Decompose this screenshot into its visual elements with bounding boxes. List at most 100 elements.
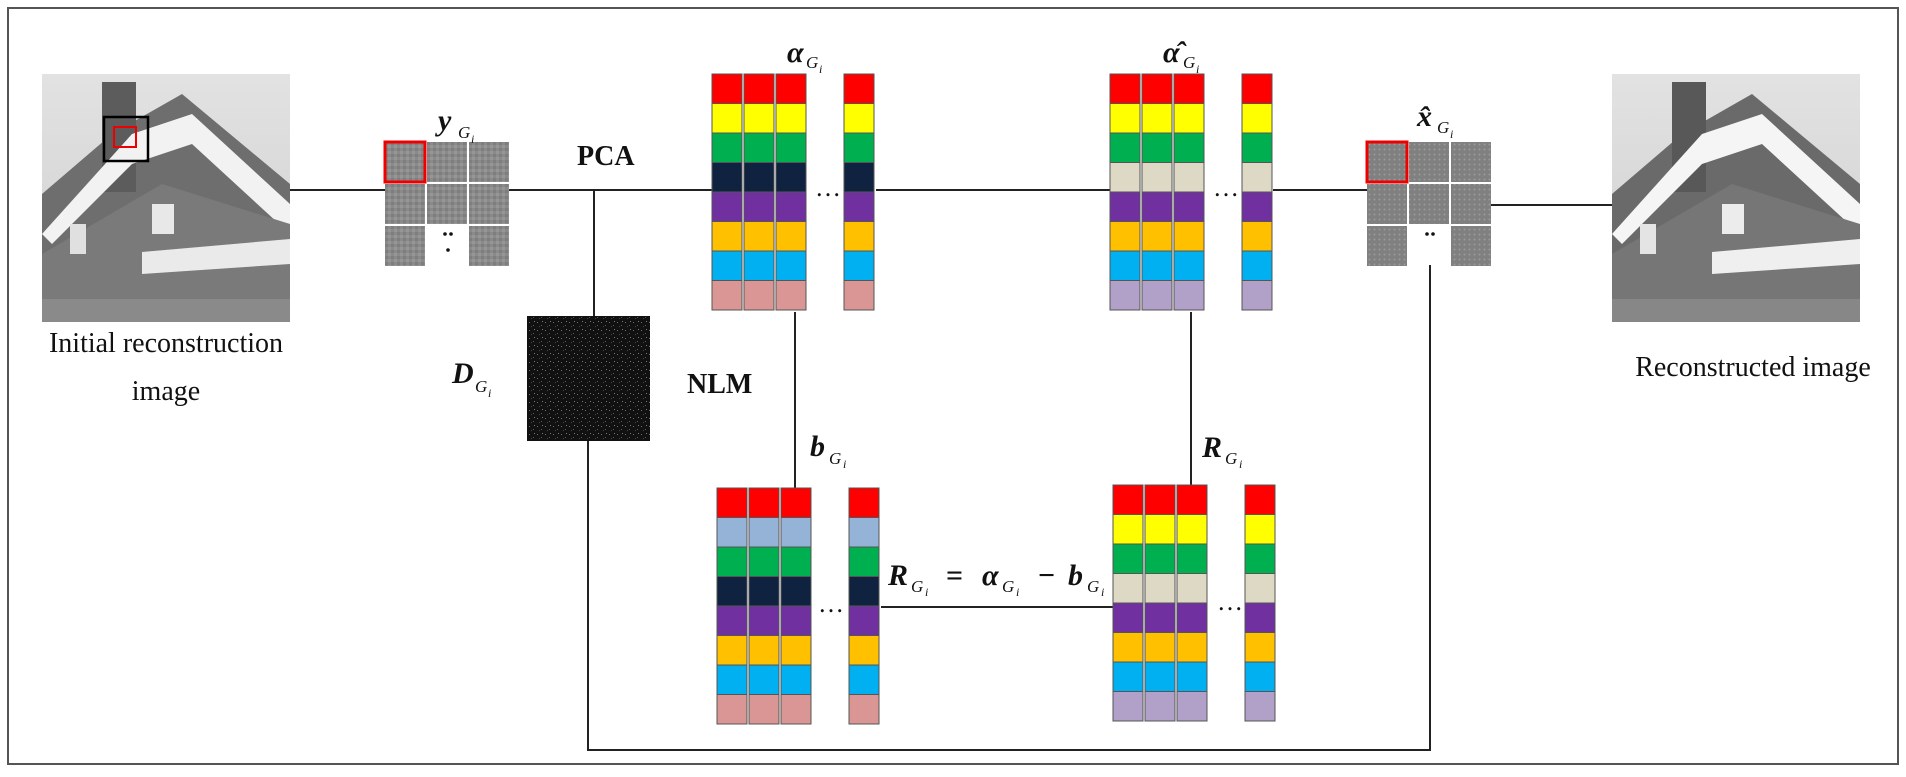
symbol-b-main: b — [810, 430, 825, 463]
reconstructed-image-label: Reconstructed image — [1635, 352, 1871, 383]
ellipsis-alpha: … — [815, 173, 841, 202]
b-coef-cell-purple — [748, 605, 780, 636]
R-coef-cell-lavender — [1244, 691, 1276, 722]
dictionary-D-image — [527, 316, 650, 441]
nlm-label: NLM — [687, 369, 752, 400]
coefficient-columns-R — [1112, 484, 1276, 722]
b-coef-cell-steel — [748, 517, 780, 548]
alpha-hat-coef-cell-beige — [1109, 162, 1141, 193]
equation-b-subsub: i — [1101, 585, 1104, 599]
R-coef-cell-yellow — [1144, 514, 1176, 545]
alpha-hat-coef-cell-beige — [1173, 162, 1205, 193]
equation-equals: = — [946, 559, 963, 592]
alpha-coef-cell-purple — [743, 191, 775, 222]
R-coef-cell-orange — [1244, 632, 1276, 663]
b-coef-cell-orange — [780, 635, 812, 666]
alpha-coef-cell-pink — [743, 280, 775, 311]
R-coef-cell-purple — [1112, 602, 1144, 633]
symbol-alpha-sub: G — [806, 53, 818, 72]
symbol-b-sub: G — [829, 449, 841, 468]
pca-label: PCA — [577, 141, 635, 172]
alpha-coef-cell-navy — [711, 162, 743, 193]
b-coef-cell-steel — [780, 517, 812, 548]
ellipsis-R: … — [1217, 587, 1243, 616]
R-coef-cell-lavender — [1144, 691, 1176, 722]
equation-R: R — [887, 559, 908, 592]
symbol-y-main: y — [435, 104, 452, 137]
R-coef-cell-yellow — [1112, 514, 1144, 545]
b-coef-cell-red — [848, 487, 880, 518]
equation-alpha-subsub: i — [1016, 585, 1019, 599]
alpha-coef-cell-yellow — [775, 103, 807, 134]
b-coef-cell-purple — [716, 605, 748, 636]
symbol-alpha-hat-sub: G — [1183, 53, 1195, 72]
R-coef-cell-green — [1112, 543, 1144, 574]
alpha-coef-cell-pink — [711, 280, 743, 311]
b-coef-cell-steel — [848, 517, 880, 548]
b-coef-cell-cyan — [748, 664, 780, 695]
symbol-R-main: R — [1201, 431, 1222, 464]
alpha-hat-coef-cell-yellow — [1173, 103, 1205, 134]
alpha-hat-coef-cell-orange — [1109, 221, 1141, 252]
symbol-x-hat-sub: G — [1437, 118, 1449, 137]
b-coef-cell-orange — [716, 635, 748, 666]
b-coef-cell-navy — [780, 576, 812, 607]
b-coef-cell-green — [780, 546, 812, 577]
b-coef-cell-cyan — [848, 664, 880, 695]
alpha-coef-cell-purple — [843, 191, 875, 222]
alpha-coef-cell-navy — [743, 162, 775, 193]
line-feedback-loop — [587, 265, 1431, 751]
alpha-coef-cell-red — [711, 73, 743, 104]
alpha-coef-cell-purple — [775, 191, 807, 222]
equation-b-sub: G — [1087, 577, 1099, 596]
R-coef-cell-orange — [1112, 632, 1144, 663]
alpha-hat-coef-cell-yellow — [1141, 103, 1173, 134]
equation-b: b — [1068, 559, 1083, 592]
b-coef-cell-orange — [748, 635, 780, 666]
symbol-b: b G i — [810, 430, 846, 471]
connector-lines — [290, 189, 1612, 751]
R-coef-cell-lavender — [1176, 691, 1208, 722]
b-coef-cell-purple — [848, 605, 880, 636]
equation-R-sub: G — [911, 577, 923, 596]
alpha-hat-coef-cell-red — [1173, 73, 1205, 104]
symbol-y-subsub: i — [471, 132, 474, 146]
alpha-coef-cell-cyan — [743, 250, 775, 281]
alpha-hat-coef-cell-orange — [1241, 221, 1273, 252]
alpha-hat-coef-cell-orange — [1173, 221, 1205, 252]
ellipsis-b: … — [818, 589, 844, 618]
alpha-hat-coef-cell-lavender — [1109, 280, 1141, 311]
alpha-hat-coef-cell-green — [1173, 132, 1205, 163]
initial-image-label-line2: image — [132, 376, 200, 407]
symbol-D: D G i — [451, 357, 491, 400]
alpha-hat-coef-cell-green — [1109, 132, 1141, 163]
alpha-hat-coef-cell-beige — [1141, 162, 1173, 193]
b-coef-cell-green — [716, 546, 748, 577]
R-coef-cell-green — [1144, 543, 1176, 574]
equation-alpha-sub: G — [1002, 577, 1014, 596]
symbol-R-subsub: i — [1239, 457, 1242, 471]
outer-frame — [7, 7, 1899, 765]
alpha-coef-cell-red — [775, 73, 807, 104]
alpha-coef-cell-yellow — [711, 103, 743, 134]
R-coef-cell-cyan — [1112, 661, 1144, 692]
alpha-coef-cell-red — [843, 73, 875, 104]
alpha-hat-coef-cell-orange — [1141, 221, 1173, 252]
alpha-hat-coef-cell-purple — [1241, 191, 1273, 222]
R-coef-cell-red — [1244, 484, 1276, 515]
alpha-hat-coef-cell-green — [1141, 132, 1173, 163]
alpha-coef-cell-cyan — [711, 250, 743, 281]
initial-image-label-line1: Initial reconstruction — [49, 328, 283, 359]
alpha-coef-cell-pink — [775, 280, 807, 311]
R-coef-cell-red — [1144, 484, 1176, 515]
b-coef-cell-navy — [716, 576, 748, 607]
alpha-hat-coef-cell-red — [1109, 73, 1141, 104]
equation-alpha: α — [982, 559, 999, 592]
alpha-coef-cell-orange — [843, 221, 875, 252]
alpha-hat-coef-cell-lavender — [1173, 280, 1205, 311]
R-coef-cell-cyan — [1176, 661, 1208, 692]
R-coef-cell-yellow — [1244, 514, 1276, 545]
R-coef-cell-purple — [1176, 602, 1208, 633]
